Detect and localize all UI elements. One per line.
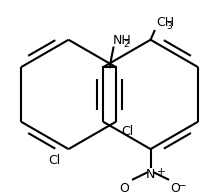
Text: N: N (146, 168, 155, 181)
Text: CH: CH (156, 16, 175, 29)
Text: O: O (170, 182, 180, 195)
Text: 3: 3 (167, 22, 172, 31)
Text: Cl: Cl (121, 125, 133, 138)
Text: 2: 2 (124, 40, 129, 49)
Text: O: O (119, 182, 129, 195)
Text: −: − (178, 181, 186, 191)
Text: NH: NH (112, 34, 131, 47)
Text: Cl: Cl (48, 154, 61, 167)
Text: +: + (157, 167, 165, 177)
